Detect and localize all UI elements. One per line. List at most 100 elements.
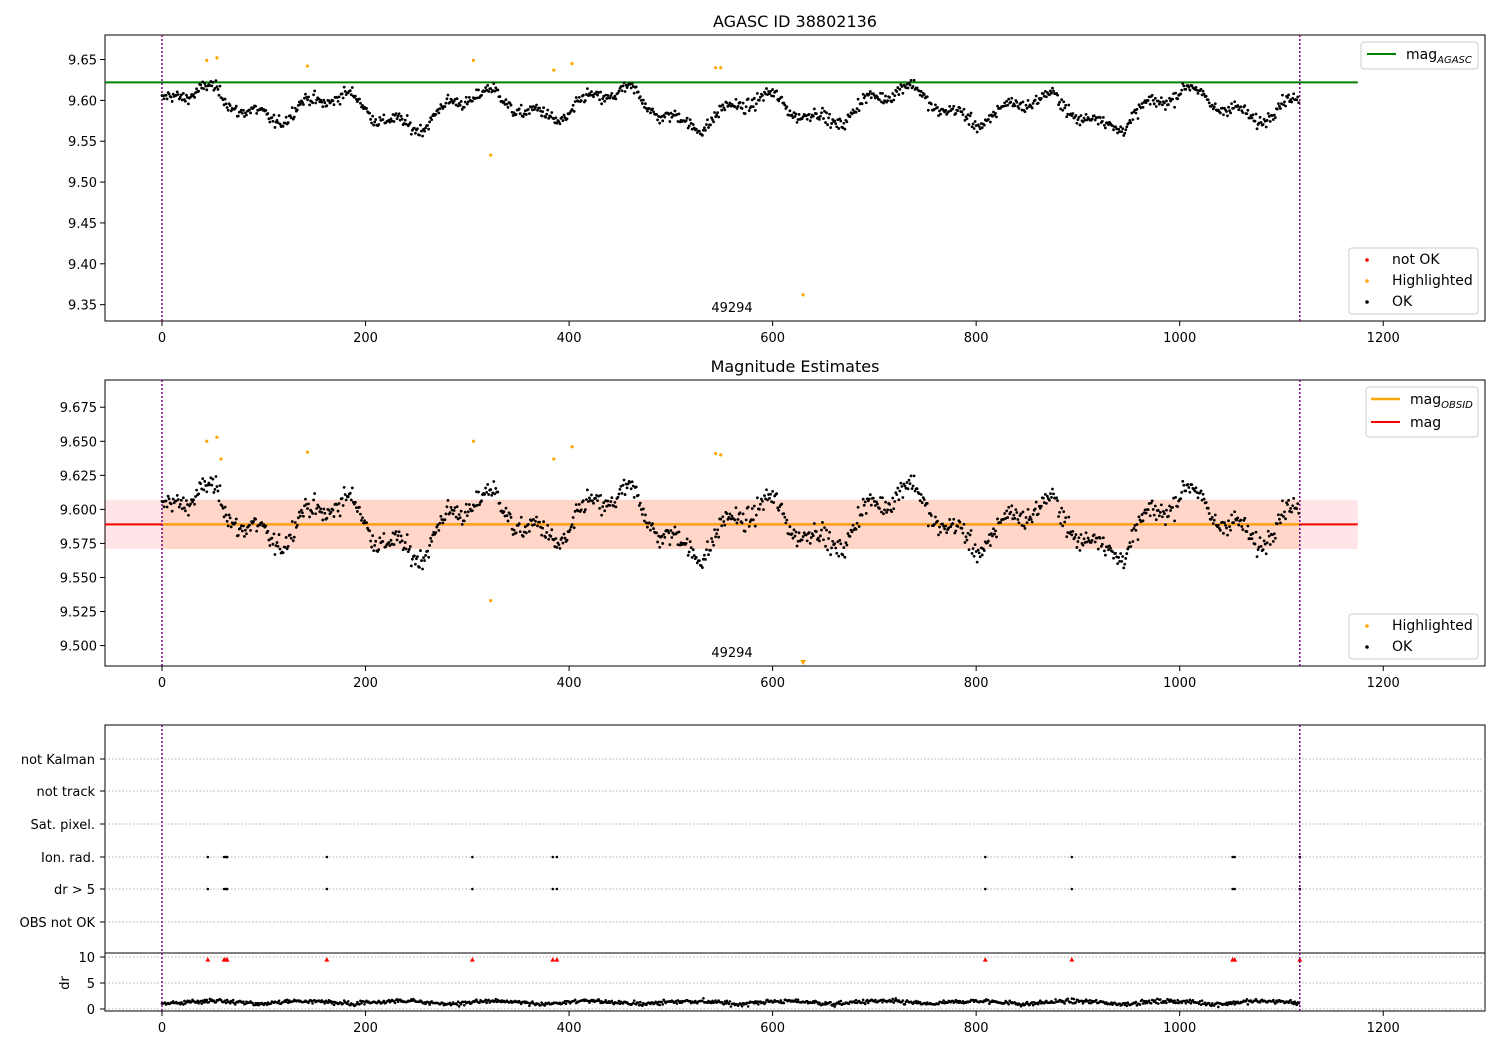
ok-point (1226, 533, 1229, 537)
ok-point (856, 97, 860, 101)
ok-point (1212, 518, 1216, 522)
ok-point (934, 103, 937, 107)
dr-point (1289, 998, 1292, 1002)
ok-point (625, 486, 629, 490)
ok-point (243, 534, 246, 538)
ok-point (293, 521, 297, 524)
ok-point (1254, 530, 1258, 534)
ok-point (1289, 507, 1293, 510)
dr-point (323, 1002, 327, 1005)
x-tick-label: 1200 (1367, 676, 1400, 691)
ok-point (1124, 557, 1128, 560)
ok-point (508, 512, 512, 516)
ok-point (642, 105, 646, 109)
ok-point (700, 566, 704, 570)
ok-point (1045, 494, 1049, 498)
ok-point (535, 515, 538, 519)
x-tick-label: 400 (557, 676, 582, 691)
ok-point (434, 531, 438, 535)
ok-point (762, 508, 765, 511)
ok-point (884, 500, 887, 504)
ok-point (790, 113, 794, 117)
ok-point (749, 518, 753, 522)
ok-point (992, 527, 995, 531)
ok-point (1194, 486, 1198, 490)
ok-point (600, 102, 604, 106)
ok-point (532, 104, 535, 108)
ok-point (1023, 110, 1027, 114)
ok-point (233, 106, 237, 110)
dr-point (276, 1001, 280, 1005)
ok-point (948, 105, 952, 108)
ok-point (589, 93, 592, 97)
ok-point (167, 497, 171, 501)
dr-point (863, 1002, 867, 1006)
ok-point (1082, 116, 1086, 120)
ok-point (454, 515, 458, 519)
ok-point (422, 556, 425, 560)
ok-point (958, 520, 962, 524)
ok-point (1154, 105, 1158, 108)
ok-point (1130, 111, 1134, 115)
ok-point (389, 117, 393, 121)
panel3-dr-ylabel: dr (58, 976, 73, 990)
ok-point (1213, 513, 1217, 517)
ok-point (242, 108, 245, 112)
ok-point (901, 496, 905, 499)
highlighted-point (215, 435, 219, 439)
y-tick-label: 9.550 (60, 571, 97, 586)
ok-point (302, 514, 305, 518)
ok-point (475, 490, 478, 494)
clipped-outlier-marker (800, 660, 807, 665)
flag-row-label: not Kalman (21, 753, 95, 768)
ok-point (837, 554, 841, 558)
ok-point (229, 109, 233, 113)
ok-point (1055, 496, 1058, 500)
ok-point (354, 97, 358, 101)
ok-point (848, 115, 852, 118)
flag-row-label: OBS not OK (20, 916, 96, 931)
ok-point (1096, 547, 1100, 551)
ok-point (178, 95, 182, 99)
ok-point (466, 100, 470, 104)
dr-point (987, 998, 990, 1002)
ok-point (212, 491, 216, 494)
ok-point (423, 129, 426, 133)
legend-ok-label: OK (1392, 294, 1413, 310)
dr-point (1149, 1001, 1153, 1005)
ok-point (795, 544, 799, 548)
ok-point (519, 515, 523, 519)
ok-point (775, 492, 779, 496)
flag-point (1231, 855, 1234, 859)
x-tick-label: 1000 (1163, 1021, 1196, 1036)
dr-point (1292, 1002, 1295, 1006)
ok-point (751, 518, 755, 522)
ok-point (1120, 560, 1124, 563)
ok-point (711, 118, 714, 122)
ok-point (609, 500, 613, 503)
ok-point (883, 508, 886, 512)
ok-point (1207, 512, 1211, 515)
ok-point (723, 523, 727, 527)
ok-point (1058, 100, 1062, 104)
ok-point (819, 534, 822, 538)
ok-point (208, 84, 212, 88)
y-tick-label: 9.600 (60, 503, 97, 518)
ok-point (1268, 543, 1272, 546)
ok-point (907, 478, 911, 482)
ok-point (1228, 525, 1231, 528)
ok-point (532, 517, 535, 521)
panel2-point-legend: Highlighted OK (1348, 613, 1479, 660)
y-tick-label: 9.60 (68, 94, 97, 109)
ok-point (1160, 515, 1164, 519)
ok-point (307, 502, 310, 506)
ok-point (448, 511, 452, 514)
ok-point (1109, 546, 1112, 550)
ok-point (560, 536, 564, 540)
ok-point (954, 529, 958, 533)
ok-point (906, 487, 910, 491)
ok-point (456, 517, 460, 521)
ok-point (412, 554, 416, 558)
ok-point (332, 515, 336, 518)
